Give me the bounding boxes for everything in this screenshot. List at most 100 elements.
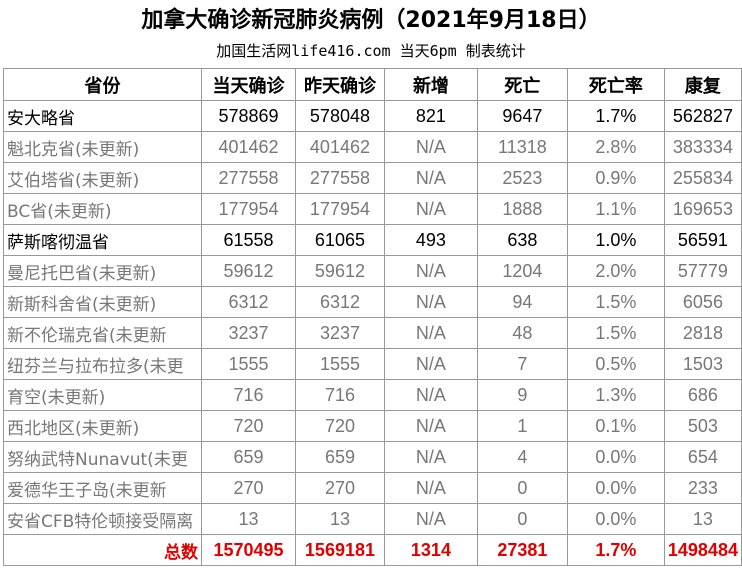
data-row: 新不伦瑞克省(未更新 3237 3237 N/A 48 1.5% 2818 — [3, 317, 742, 349]
value-cell: 4 — [476, 441, 568, 473]
data-row: 西北地区(未更新) 720 720 N/A 1 0.1% 503 — [3, 410, 742, 442]
value-cell: N/A — [383, 379, 478, 411]
header-cell: 当天确诊 — [200, 68, 296, 101]
province-cell: 安省CFB特伦顿接受隔离 — [3, 503, 202, 535]
total-row: 总数 1570495 1569181 1314 27381 1.7% 1498484 — [3, 534, 742, 566]
value-cell: 57779 — [663, 255, 742, 287]
province-cell: 艾伯塔省(未更新) — [3, 162, 202, 194]
value-cell: 2.0% — [566, 255, 665, 287]
value-cell: 0 — [476, 472, 568, 504]
subtitle: 加国生活网life416.com 当天6pm 制表统计 — [216, 42, 526, 60]
value-cell: 654 — [663, 441, 742, 473]
value-cell: 59612 — [294, 255, 385, 287]
total-cell: 1498484 — [663, 534, 742, 566]
value-cell: 1.7% — [566, 100, 665, 132]
province-cell: 育空(未更新) — [3, 379, 202, 411]
value-cell: 1555 — [294, 348, 385, 380]
value-cell: 0.1% — [566, 410, 665, 442]
value-cell: 0.0% — [566, 441, 665, 473]
value-cell: 9647 — [476, 100, 568, 132]
value-cell: 1503 — [663, 348, 742, 380]
value-cell: 1 — [476, 410, 568, 442]
header-cell: 死亡 — [476, 68, 568, 101]
header-cell: 昨天确诊 — [294, 68, 385, 101]
data-row: 曼尼托巴省(未更新) 59612 59612 N/A 1204 2.0% 57779 — [3, 255, 742, 287]
value-cell: 686 — [663, 379, 742, 411]
value-cell: 2523 — [476, 162, 568, 194]
value-cell: N/A — [383, 348, 478, 380]
value-cell: 61558 — [200, 224, 296, 256]
province-cell: 努纳武特Nunavut(未更 — [3, 441, 202, 473]
value-cell: 720 — [200, 410, 296, 442]
data-row: 萨斯喀彻温省 61558 61065 493 638 1.0% 56591 — [3, 224, 742, 256]
province-cell: 西北地区(未更新) — [3, 410, 202, 442]
value-cell: 0 — [476, 503, 568, 535]
data-row: 爱德华王子岛(未更新 270 270 N/A 0 0.0% 233 — [3, 472, 742, 504]
data-row: 努纳武特Nunavut(未更 659 659 N/A 4 0.0% 654 — [3, 441, 742, 473]
value-cell: 3237 — [294, 317, 385, 349]
value-cell: N/A — [383, 193, 478, 225]
case-table: 省份 当天确诊 昨天确诊 新增 死亡 死亡率 康复 安大略省 578869 578048 821 9… — [3, 68, 742, 566]
data-row: 安省CFB特伦顿接受隔离 13 13 N/A 0 0.0% 13 — [3, 503, 742, 535]
header-cell: 死亡率 — [566, 68, 665, 101]
value-cell: 493 — [383, 224, 478, 256]
province-cell: 纽芬兰与拉布拉多(未更 — [3, 348, 202, 380]
value-cell: 233 — [663, 472, 742, 504]
value-cell: 270 — [294, 472, 385, 504]
data-row: BC省(未更新) 177954 177954 N/A 1888 1.1% 169653 — [3, 193, 742, 225]
value-cell: 1204 — [476, 255, 568, 287]
province-cell: 新不伦瑞克省(未更新 — [3, 317, 202, 349]
province-cell: 爱德华王子岛(未更新 — [3, 472, 202, 504]
value-cell: 1.5% — [566, 317, 665, 349]
value-cell: N/A — [383, 131, 478, 163]
total-cell: 1.7% — [566, 534, 665, 566]
value-cell: 1888 — [476, 193, 568, 225]
value-cell: 659 — [294, 441, 385, 473]
title: 加拿大确诊新冠肺炎病例（2021年9月18日） — [141, 8, 601, 33]
value-cell: 0.0% — [566, 503, 665, 535]
header-cell: 康复 — [663, 68, 742, 101]
value-cell: N/A — [383, 441, 478, 473]
value-cell: 821 — [383, 100, 478, 132]
value-cell: 13 — [294, 503, 385, 535]
value-cell: 94 — [476, 286, 568, 318]
value-cell: 1.5% — [566, 286, 665, 318]
value-cell: 48 — [476, 317, 568, 349]
value-cell: 1.3% — [566, 379, 665, 411]
value-cell: 1555 — [200, 348, 296, 380]
total-cell: 27381 — [476, 534, 568, 566]
value-cell: N/A — [383, 472, 478, 504]
province-cell: 新斯科舍省(未更新) — [3, 286, 202, 318]
value-cell: 7 — [476, 348, 568, 380]
value-cell: N/A — [383, 162, 478, 194]
value-cell: 401462 — [294, 131, 385, 163]
total-label: 总数 — [3, 534, 202, 566]
value-cell: 13 — [663, 503, 742, 535]
value-cell: N/A — [383, 410, 478, 442]
value-cell: N/A — [383, 255, 478, 287]
header-cell: 新增 — [383, 68, 478, 101]
value-cell: 277558 — [200, 162, 296, 194]
value-cell: 716 — [294, 379, 385, 411]
province-cell: 萨斯喀彻温省 — [3, 224, 202, 256]
value-cell: 0.5% — [566, 348, 665, 380]
value-cell: 177954 — [200, 193, 296, 225]
data-row: 安大略省 578869 578048 821 9647 1.7% 562827 — [3, 100, 742, 132]
value-cell: 659 — [200, 441, 296, 473]
value-cell: 6312 — [294, 286, 385, 318]
value-cell: 2818 — [663, 317, 742, 349]
data-row: 新斯科舍省(未更新) 6312 6312 N/A 94 1.5% 6056 — [3, 286, 742, 318]
value-cell: N/A — [383, 503, 478, 535]
data-row: 纽芬兰与拉布拉多(未更 1555 1555 N/A 7 0.5% 1503 — [3, 348, 742, 380]
province-cell: 曼尼托巴省(未更新) — [3, 255, 202, 287]
value-cell: 9 — [476, 379, 568, 411]
value-cell: 1.1% — [566, 193, 665, 225]
value-cell: 720 — [294, 410, 385, 442]
value-cell: 6312 — [200, 286, 296, 318]
value-cell: 638 — [476, 224, 568, 256]
data-row: 育空(未更新) 716 716 N/A 9 1.3% 686 — [3, 379, 742, 411]
province-cell: 魁北克省(未更新) — [3, 131, 202, 163]
value-cell: 56591 — [663, 224, 742, 256]
value-cell: 169653 — [663, 193, 742, 225]
